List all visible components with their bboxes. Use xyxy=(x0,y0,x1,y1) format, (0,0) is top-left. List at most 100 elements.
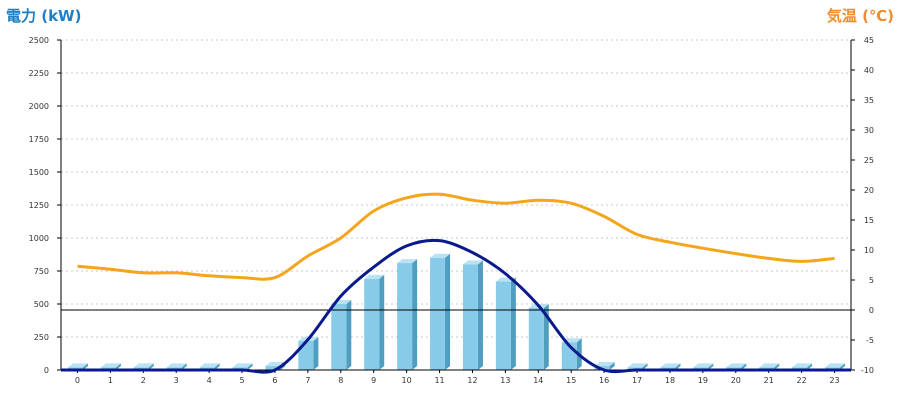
x-tick-label: 5 xyxy=(239,376,244,385)
bar-top xyxy=(397,259,418,264)
bar-top xyxy=(462,260,483,265)
x-tick-label: 18 xyxy=(665,376,675,385)
bar-front xyxy=(397,263,413,370)
power-bar xyxy=(430,253,451,370)
left-tick-label: 500 xyxy=(34,300,49,309)
x-tick-label: 12 xyxy=(467,376,477,385)
bar-top xyxy=(627,363,648,368)
bar-top xyxy=(430,253,451,258)
right-axis-title: 気温 (℃) xyxy=(827,7,894,25)
bar-front xyxy=(495,281,511,370)
bar-top xyxy=(726,363,747,368)
left-tick-label: 750 xyxy=(34,267,49,276)
x-tick-label: 9 xyxy=(371,376,376,385)
bar-side xyxy=(148,363,154,370)
bar-top xyxy=(825,363,846,368)
bar-side xyxy=(82,363,88,370)
right-tick-label: 20 xyxy=(864,186,874,195)
bar-front xyxy=(528,307,544,370)
bar-side xyxy=(840,363,846,370)
bar-top xyxy=(364,274,385,279)
bar-side xyxy=(642,363,648,370)
bar-top xyxy=(594,362,615,367)
axes xyxy=(57,39,855,373)
right-tick-label: 35 xyxy=(864,96,874,105)
x-tick-label: 0 xyxy=(75,376,80,385)
right-tick-label: 45 xyxy=(864,36,874,45)
power-bar xyxy=(364,274,385,370)
bar-front xyxy=(462,264,478,370)
grid-lines xyxy=(61,39,851,338)
bar-top xyxy=(660,363,681,368)
bar-top xyxy=(100,363,121,368)
bar-side xyxy=(477,260,483,370)
bar-side xyxy=(609,362,615,370)
left-tick-label: 250 xyxy=(34,333,49,342)
bar-side xyxy=(346,300,352,370)
series-lines xyxy=(60,192,851,374)
bar-top xyxy=(199,363,220,368)
x-tick-label: 20 xyxy=(731,376,741,385)
bar-top xyxy=(232,363,253,368)
left-tick-label: 2250 xyxy=(29,69,49,78)
temperature-line xyxy=(77,192,835,281)
bar-front xyxy=(430,257,446,370)
left-axis-title: 電力 (kW) xyxy=(6,7,81,25)
bar-side xyxy=(247,363,253,370)
bar-side xyxy=(708,363,714,370)
bar-top xyxy=(67,363,88,368)
bar-side xyxy=(214,363,220,370)
bar-front xyxy=(265,366,281,370)
left-tick-label: 2000 xyxy=(29,102,49,111)
power-bar xyxy=(462,260,483,370)
x-tick-label: 16 xyxy=(599,376,609,385)
x-tick-label: 11 xyxy=(434,376,444,385)
bar-front xyxy=(298,340,314,370)
bar-top xyxy=(792,363,813,368)
bar-side xyxy=(741,363,747,370)
right-tick-label: -10 xyxy=(861,366,874,375)
power-bar xyxy=(528,303,549,370)
bar-side xyxy=(807,363,813,370)
left-tick-label: 0 xyxy=(44,366,49,375)
x-tick-label: 14 xyxy=(533,376,543,385)
power-bar xyxy=(397,259,418,370)
left-tick-label: 2500 xyxy=(29,36,49,45)
x-tick-label: 23 xyxy=(829,376,839,385)
bar-side xyxy=(675,363,681,370)
left-tick-label: 1750 xyxy=(29,135,49,144)
right-tick-label: 30 xyxy=(864,126,874,135)
power-bar xyxy=(495,277,516,370)
x-tick-label: 19 xyxy=(698,376,708,385)
x-tick-label: 8 xyxy=(338,376,343,385)
x-tick-label: 17 xyxy=(632,376,642,385)
x-tick-label: 10 xyxy=(402,376,412,385)
bar-side xyxy=(313,336,319,370)
x-tick-label: 6 xyxy=(272,376,277,385)
bar-top xyxy=(166,363,187,368)
bar-side xyxy=(412,259,418,370)
bar-side xyxy=(379,274,385,370)
x-tick-label: 2 xyxy=(141,376,146,385)
x-tick-label: 13 xyxy=(500,376,510,385)
left-tick-label: 1500 xyxy=(29,168,49,177)
power-curve-line xyxy=(60,238,851,374)
right-tick-label: 40 xyxy=(864,66,874,75)
x-tick-label: 21 xyxy=(764,376,774,385)
bar-side xyxy=(181,363,187,370)
bar-side xyxy=(543,303,549,370)
x-tick-label: 3 xyxy=(174,376,179,385)
x-tick-label: 7 xyxy=(305,376,310,385)
right-tick-label: -5 xyxy=(866,336,874,345)
left-tick-label: 1000 xyxy=(29,234,49,243)
tick-labels: 02505007501000125015001750200022502500-1… xyxy=(29,36,874,385)
x-tick-label: 4 xyxy=(207,376,212,385)
bar-front xyxy=(331,304,347,370)
right-tick-label: 0 xyxy=(869,306,874,315)
right-tick-label: 25 xyxy=(864,156,874,165)
bar-front xyxy=(364,278,380,370)
x-tick-label: 1 xyxy=(108,376,113,385)
bar-side xyxy=(774,363,780,370)
right-tick-label: 5 xyxy=(869,276,874,285)
